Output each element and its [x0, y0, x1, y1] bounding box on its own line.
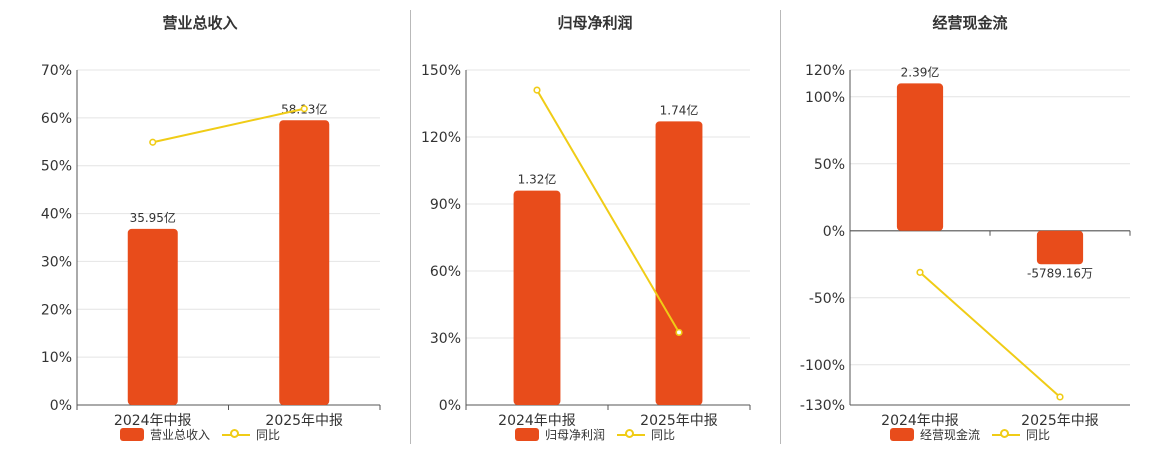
yoy-point: [1056, 393, 1064, 401]
bar-swatch-icon: [514, 428, 539, 441]
yoy-series-line: [919, 271, 1061, 398]
y-tick-label: 100%: [805, 90, 845, 106]
legend-item-line[interactable]: 同比: [992, 426, 1050, 443]
bar-value-label: -5789.16万: [1027, 266, 1093, 280]
bar-swatch-icon: [119, 428, 144, 441]
bar-swatch-icon: [889, 428, 914, 441]
bar: [1036, 230, 1084, 265]
line-swatch-icon: [222, 428, 250, 442]
bar: [655, 121, 703, 405]
bar-value-label: 1.32亿: [518, 172, 557, 187]
chart-title: 归母净利润: [557, 14, 633, 32]
chart-plot: -130% -100% -50% 0% 50% 100% 120% 2.39亿 -5789.16…: [800, 63, 1131, 429]
x-tick-label: 2025年中报: [265, 413, 343, 429]
y-tick-label: 40%: [41, 207, 72, 223]
yoy-series-line: [536, 89, 680, 333]
chart-plot: 0% 30% 60% 90% 120% 150% 1.32亿 1.74亿 2024年中报 2025…: [421, 63, 751, 429]
legend-label: 同比: [1026, 428, 1051, 442]
legend-label: 同比: [256, 428, 281, 442]
bar-value-label: 2.39亿: [901, 64, 940, 79]
yoy-point: [533, 86, 541, 94]
legend-item-bar[interactable]: 经营现金流: [889, 426, 980, 443]
y-tick-label: -100%: [800, 358, 845, 374]
y-tick-label: 60%: [430, 264, 461, 280]
line-swatch-icon: [992, 428, 1020, 442]
x-tick-label: 2025年中报: [1021, 413, 1099, 429]
chart-legend: 归母净利润 同比: [410, 426, 780, 443]
x-tick-label: 2024年中报: [498, 413, 576, 429]
chart-panel-revenue: 营业总收入 0%10%20%30%40%50%60%70%35.95亿58.13…: [0, 0, 400, 450]
y-tick-label: 120%: [421, 130, 461, 146]
y-tick-label: 0%: [823, 224, 845, 240]
legend-label: 归母净利润: [544, 428, 605, 442]
line-swatch-icon: [617, 428, 645, 442]
y-tick-label: 70%: [41, 63, 72, 79]
y-tick-label: 50%: [41, 159, 72, 175]
legend-label: 经营现金流: [919, 428, 980, 442]
yoy-point: [149, 138, 157, 146]
x-tick-label: 2024年中报: [881, 413, 959, 429]
legend-label: 营业总收入: [149, 428, 210, 442]
panel-divider: [410, 10, 411, 444]
chart-panel-net-profit: 归母净利润 0% 30% 60% 90% 120% 150% 1.32亿 1.74亿 2024年…: [410, 0, 780, 450]
chart-legend: 营业总收入 同比: [0, 426, 400, 443]
legend-item-bar[interactable]: 归母净利润: [514, 426, 605, 443]
y-tick-label: 150%: [421, 63, 461, 79]
legend-item-bar[interactable]: 营业总收入: [119, 426, 210, 443]
legend-label: 同比: [651, 428, 676, 442]
bar: [896, 83, 944, 231]
bar: [513, 190, 561, 405]
bar-value-label: 35.95亿: [130, 210, 176, 225]
x-tick-label: 2025年中报: [640, 413, 718, 429]
yoy-point: [916, 268, 924, 276]
chart-title: 经营现金流: [932, 14, 1008, 32]
yoy-series-line: [152, 107, 305, 144]
y-tick-label: 10%: [41, 350, 72, 366]
y-tick-label: 0%: [50, 398, 72, 414]
chart-panel-cash-flow: 经营现金流 -130% -100% -50% 0% 50% 100% 120% 2.39亿 -5…: [780, 0, 1160, 450]
y-tick-label: 20%: [41, 302, 72, 318]
bar-value-label: 1.74亿: [660, 102, 699, 117]
y-tick-label: 90%: [430, 197, 461, 213]
y-tick-label: 30%: [41, 254, 72, 270]
y-tick-label: 60%: [41, 111, 72, 127]
legend-item-line[interactable]: 同比: [617, 426, 675, 443]
y-tick-label: 120%: [805, 63, 845, 79]
yoy-point: [675, 328, 683, 337]
bar: [127, 228, 178, 405]
legend-item-line[interactable]: 同比: [222, 426, 280, 443]
bar: [279, 120, 330, 405]
y-tick-label: 30%: [430, 331, 461, 347]
yoy-point: [300, 105, 308, 113]
y-tick-label: 0%: [439, 398, 461, 414]
chart-title: 营业总收入: [162, 14, 238, 32]
x-tick-label: 2024年中报: [114, 413, 192, 429]
chart-plot: 0%10%20%30%40%50%60%70%35.95亿58.13亿2024年…: [41, 63, 381, 429]
y-tick-label: 50%: [814, 157, 845, 173]
y-tick-label: -50%: [809, 291, 845, 307]
y-tick-label: -130%: [800, 398, 845, 414]
panel-divider: [780, 10, 781, 444]
chart-legend: 经营现金流 同比: [780, 426, 1160, 443]
